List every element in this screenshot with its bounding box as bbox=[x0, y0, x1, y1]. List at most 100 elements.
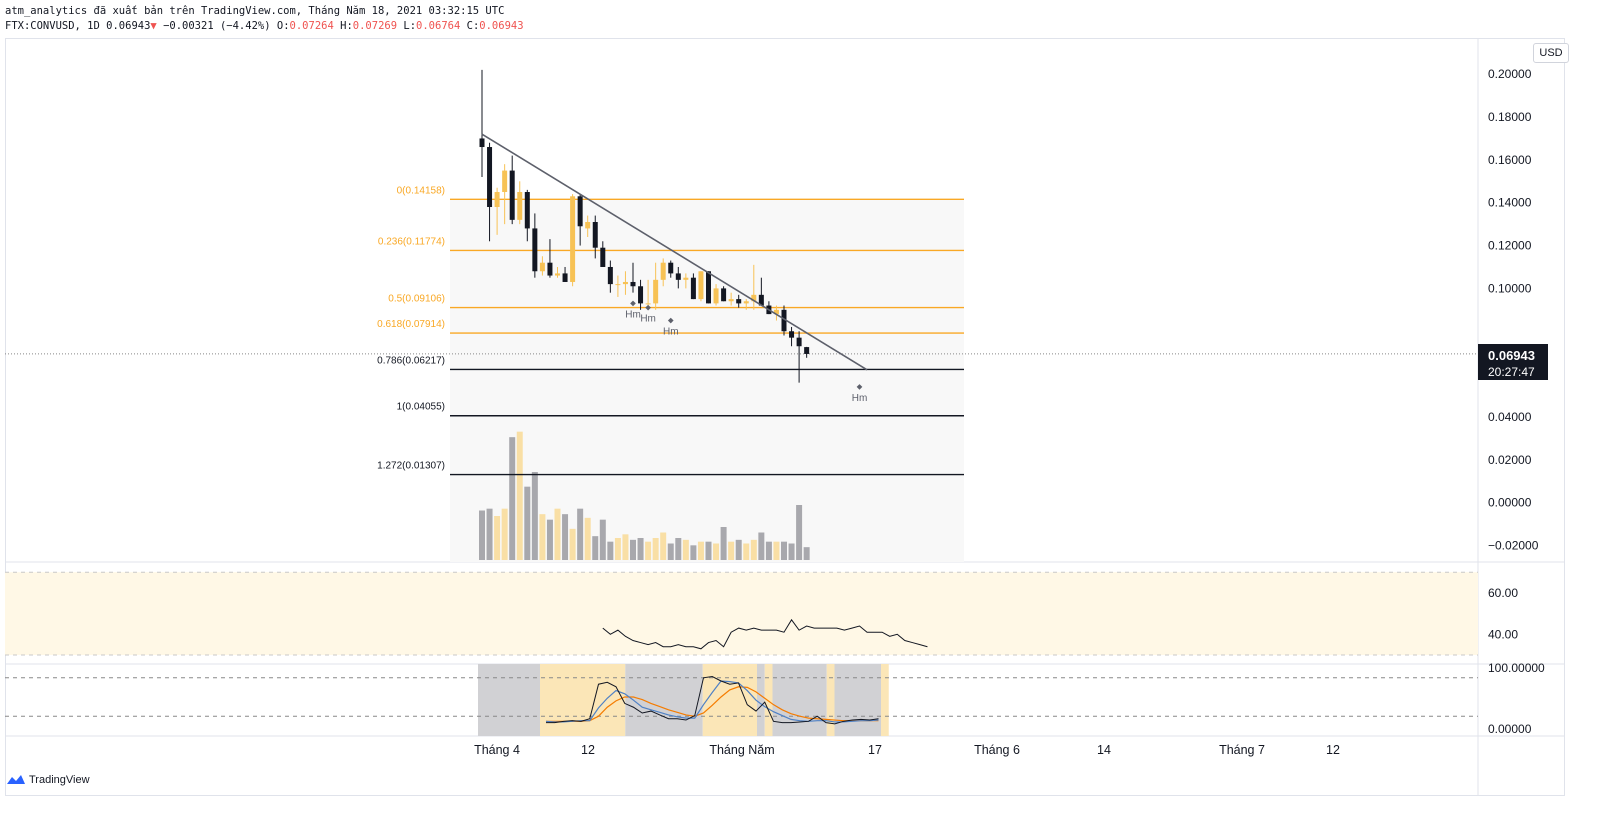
stoch-band bbox=[881, 664, 889, 736]
volume-bar bbox=[781, 541, 787, 560]
volume-bar bbox=[705, 541, 712, 560]
open-label: O: bbox=[276, 20, 290, 32]
price-tick-label: 0.10000 bbox=[1488, 281, 1532, 295]
candle-body bbox=[668, 262, 674, 274]
rsi-line bbox=[602, 618, 928, 650]
marker-label: Hm bbox=[852, 393, 868, 404]
ohlc-legend: FTX:CONVUSD, 1D 0.06943▼ −0.00321 (−4.42… bbox=[5, 20, 524, 32]
volume-bar bbox=[569, 528, 576, 560]
candle-body bbox=[585, 221, 591, 229]
candle-body bbox=[653, 279, 659, 304]
candle-body bbox=[675, 273, 681, 280]
candle-body bbox=[630, 281, 636, 287]
marker-diamond bbox=[645, 304, 651, 311]
volume-bar bbox=[690, 545, 697, 560]
volume-bar bbox=[622, 534, 629, 560]
high-label: H: bbox=[340, 20, 353, 32]
volume-bar bbox=[524, 486, 531, 560]
volume-bar bbox=[494, 516, 501, 560]
price-tick-label: 0.14000 bbox=[1488, 196, 1532, 210]
time-tick-label: 17 bbox=[868, 743, 882, 757]
fib-level-label: 0.236(0.11774) bbox=[378, 236, 445, 247]
candle-body bbox=[547, 262, 553, 276]
volume-bar bbox=[630, 539, 636, 560]
price-tick-label: 0.04000 bbox=[1488, 410, 1532, 424]
low-label: L: bbox=[403, 20, 417, 32]
volume-bar bbox=[758, 532, 765, 560]
candle-body bbox=[502, 170, 508, 193]
candle-body bbox=[773, 309, 779, 315]
candle-body bbox=[713, 288, 719, 304]
candle-body bbox=[796, 337, 802, 347]
price-tick-label: 0.12000 bbox=[1488, 239, 1532, 253]
currency-button[interactable]: USD bbox=[1533, 43, 1569, 63]
volume-bar bbox=[773, 541, 780, 560]
volume-bar bbox=[667, 543, 674, 560]
volume-bar bbox=[509, 437, 516, 560]
rsi-tick-label: 60.00 bbox=[1488, 586, 1518, 600]
candle-body bbox=[683, 277, 689, 280]
fib-level-label: 0.786(0.06217) bbox=[377, 355, 445, 366]
volume-bar bbox=[720, 527, 727, 560]
volume-bar bbox=[728, 541, 735, 560]
volume-bar bbox=[697, 541, 704, 560]
stoch-k-line bbox=[546, 676, 879, 725]
symbol: FTX:CONVUSD, 1D bbox=[5, 20, 100, 32]
volume-bar bbox=[645, 541, 652, 560]
rsi-tick-label: 40.00 bbox=[1488, 627, 1518, 641]
candle-body bbox=[706, 271, 711, 304]
marker-diamond bbox=[630, 300, 636, 307]
volume-bar bbox=[479, 510, 485, 560]
candle-body bbox=[532, 228, 538, 272]
volume-bar bbox=[750, 539, 757, 560]
candle-body bbox=[743, 301, 749, 304]
candle-body bbox=[721, 288, 727, 302]
volume-bar bbox=[539, 514, 546, 560]
price-tick-label: 0.00000 bbox=[1488, 496, 1532, 510]
candle-body bbox=[570, 196, 576, 282]
candle-body bbox=[645, 303, 651, 305]
trendline bbox=[481, 133, 868, 371]
candle-body bbox=[600, 247, 606, 267]
marker-label: Hm bbox=[663, 327, 679, 338]
fib-level-label: 0.618(0.07914) bbox=[377, 319, 445, 330]
tradingview-logo[interactable]: TradingView bbox=[6, 774, 90, 786]
volume-bar bbox=[735, 539, 742, 560]
close-label: C: bbox=[466, 20, 480, 32]
time-tick-label: 14 bbox=[1097, 743, 1111, 757]
stoch-band bbox=[826, 664, 835, 736]
candle-body bbox=[781, 309, 787, 332]
time-tick-label: Tháng 7 bbox=[1219, 743, 1265, 757]
stoch-band bbox=[772, 664, 827, 736]
candle-body bbox=[607, 266, 613, 285]
volume-bar bbox=[682, 539, 689, 560]
volume-bar bbox=[614, 538, 621, 560]
volume-bar bbox=[796, 505, 803, 560]
price-tick-label: 0.20000 bbox=[1488, 67, 1532, 81]
stoch-tick-label: 0.00000 bbox=[1488, 722, 1532, 736]
volume-bar bbox=[788, 543, 795, 560]
volume-bar bbox=[652, 538, 659, 560]
chart-frame[interactable] bbox=[5, 38, 1565, 796]
current-price-badge-countdown: 20:27:47 bbox=[1488, 365, 1535, 379]
candle-body bbox=[592, 221, 598, 248]
time-tick-label: Tháng 4 bbox=[474, 743, 520, 757]
price-tick-label: 0.16000 bbox=[1488, 153, 1532, 167]
fib-level-label: 1.272(0.01307) bbox=[377, 461, 445, 472]
publish-info: atm_analytics đã xuất bản trên TradingVi… bbox=[5, 5, 505, 17]
open-value: 0.07264 bbox=[289, 20, 334, 32]
stoch-smooth-line bbox=[546, 686, 879, 722]
time-tick-label: Tháng Năm bbox=[709, 743, 774, 757]
candle-body bbox=[479, 138, 485, 148]
candle-body bbox=[789, 331, 795, 338]
candle-body bbox=[638, 286, 644, 304]
marker-diamond bbox=[856, 384, 863, 390]
close-value: 0.06943 bbox=[479, 20, 524, 32]
candle-body bbox=[524, 192, 530, 229]
volume-bar bbox=[765, 541, 772, 560]
volume-bar bbox=[660, 532, 667, 560]
candle-body bbox=[539, 262, 545, 272]
candle-body bbox=[509, 170, 515, 220]
rsi-band bbox=[5, 572, 1478, 655]
